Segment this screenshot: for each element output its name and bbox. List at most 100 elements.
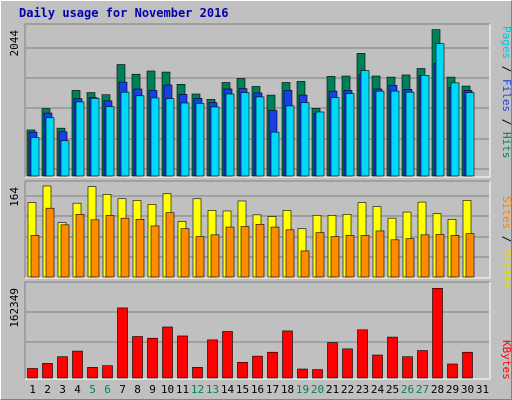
- pages-bar: [330, 97, 340, 177]
- day-tick-label: 26: [401, 383, 414, 396]
- pages-bar: [300, 102, 310, 177]
- sites-bar: [150, 225, 160, 278]
- kbytes-bar: [27, 368, 38, 379]
- sites-bar: [405, 238, 415, 278]
- day-tick-label: 6: [104, 383, 111, 396]
- kbytes-bar: [177, 335, 188, 379]
- sites-bar: [165, 212, 175, 278]
- middle-scale-label: 164: [8, 187, 21, 207]
- kbytes-bar: [72, 350, 83, 379]
- sites-bar: [45, 207, 55, 278]
- kbytes-bar: [372, 354, 383, 379]
- day-tick-label: 31: [476, 383, 489, 396]
- day-tick-label: 12: [191, 383, 204, 396]
- kbytes-bar: [327, 342, 338, 379]
- day-tick-label: 19: [296, 383, 309, 396]
- kbytes-bar: [357, 329, 368, 379]
- pages-bar: [375, 90, 385, 177]
- sites-bar: [195, 236, 205, 278]
- kbytes-bar: [297, 368, 308, 379]
- kbytes-bar: [222, 331, 233, 379]
- day-tick-label: 23: [356, 383, 369, 396]
- day-tick-label: 4: [74, 383, 81, 396]
- kbytes-bar: [342, 348, 353, 379]
- day-tick-label: 28: [431, 383, 444, 396]
- kbytes-bar: [267, 351, 278, 379]
- legend-entry: KBytes: [500, 340, 512, 380]
- sites-bar: [225, 226, 235, 278]
- day-tick-label: 15: [236, 383, 249, 396]
- day-tick-label: 29: [446, 383, 459, 396]
- sites-bar: [420, 234, 430, 278]
- top-panel-edge-dark: [24, 23, 490, 177]
- sites-bar: [465, 233, 475, 278]
- day-tick-label: 18: [281, 383, 294, 396]
- day-tick-label: 22: [341, 383, 354, 396]
- kbytes-bar: [252, 355, 263, 379]
- day-tick-label: 10: [161, 383, 174, 396]
- kbytes-bar: [117, 307, 128, 379]
- day-tick-label: 16: [251, 383, 264, 396]
- top-scale-label: 2044: [8, 30, 21, 57]
- pages-bar: [150, 97, 160, 177]
- middle-panel-edge-dark: [24, 180, 490, 278]
- pages-bar: [225, 93, 235, 177]
- day-tick-label: 7: [119, 383, 126, 396]
- kbytes-bar: [432, 288, 443, 379]
- kbytes-bar: [42, 363, 53, 379]
- day-tick-label: 21: [326, 383, 339, 396]
- day-tick-label: 3: [59, 383, 66, 396]
- pages-bar: [120, 91, 130, 177]
- sites-bar: [105, 215, 115, 278]
- sites-bar: [315, 232, 325, 278]
- sites-bar: [435, 233, 445, 278]
- sites-bar: [375, 230, 385, 278]
- pages-bar: [465, 92, 475, 177]
- pages-bar: [420, 75, 430, 177]
- pages-bar: [270, 131, 280, 177]
- pages-bar: [195, 103, 205, 177]
- legend-entry: Visits: [500, 249, 512, 289]
- sites-bar: [360, 235, 370, 278]
- pages-bar: [345, 93, 355, 177]
- pages-bar: [135, 95, 145, 177]
- sites-bar: [135, 218, 145, 278]
- legend-entry: /: [500, 112, 512, 132]
- pages-bar: [90, 98, 100, 177]
- day-tick-label: 9: [149, 383, 156, 396]
- bottom-legend: KBytes: [500, 340, 512, 380]
- chart-title: Daily usage for November 2016: [19, 6, 229, 20]
- kbytes-bar: [462, 351, 473, 379]
- sites-bar: [210, 234, 220, 278]
- sites-bar: [180, 228, 190, 278]
- sites-bar: [390, 239, 400, 278]
- day-tick-label: 14: [221, 383, 235, 396]
- pages-bar: [30, 137, 40, 177]
- bottom-panel-edge-dark: [24, 281, 490, 379]
- sites-bar: [255, 223, 265, 278]
- sites-bar: [60, 224, 70, 278]
- kbytes-bar: [102, 365, 113, 379]
- pages-bar: [75, 101, 85, 177]
- sites-bar: [345, 235, 355, 278]
- sites-bar: [120, 217, 130, 278]
- bottom-panel-edge-light: [25, 282, 491, 380]
- kbytes-bar: [162, 326, 173, 379]
- day-tick-label: 13: [206, 383, 219, 396]
- pages-bar: [180, 102, 190, 177]
- pages-bar: [450, 82, 460, 177]
- pages-bar: [435, 43, 445, 177]
- sites-bar: [330, 236, 340, 278]
- day-tick-label: 27: [416, 383, 429, 396]
- day-tick-label: 2: [44, 383, 51, 396]
- kbytes-bar: [132, 336, 143, 379]
- legend-entry: Sites: [500, 196, 512, 229]
- sites-bar: [450, 235, 460, 278]
- top-legend: Pages / Files / Hits: [500, 26, 512, 159]
- day-tick-label: 30: [461, 383, 474, 396]
- legend-entry: Hits: [500, 132, 512, 159]
- sites-bar: [285, 229, 295, 278]
- legend-entry: /: [500, 59, 512, 79]
- day-tick-label: 24: [371, 383, 385, 396]
